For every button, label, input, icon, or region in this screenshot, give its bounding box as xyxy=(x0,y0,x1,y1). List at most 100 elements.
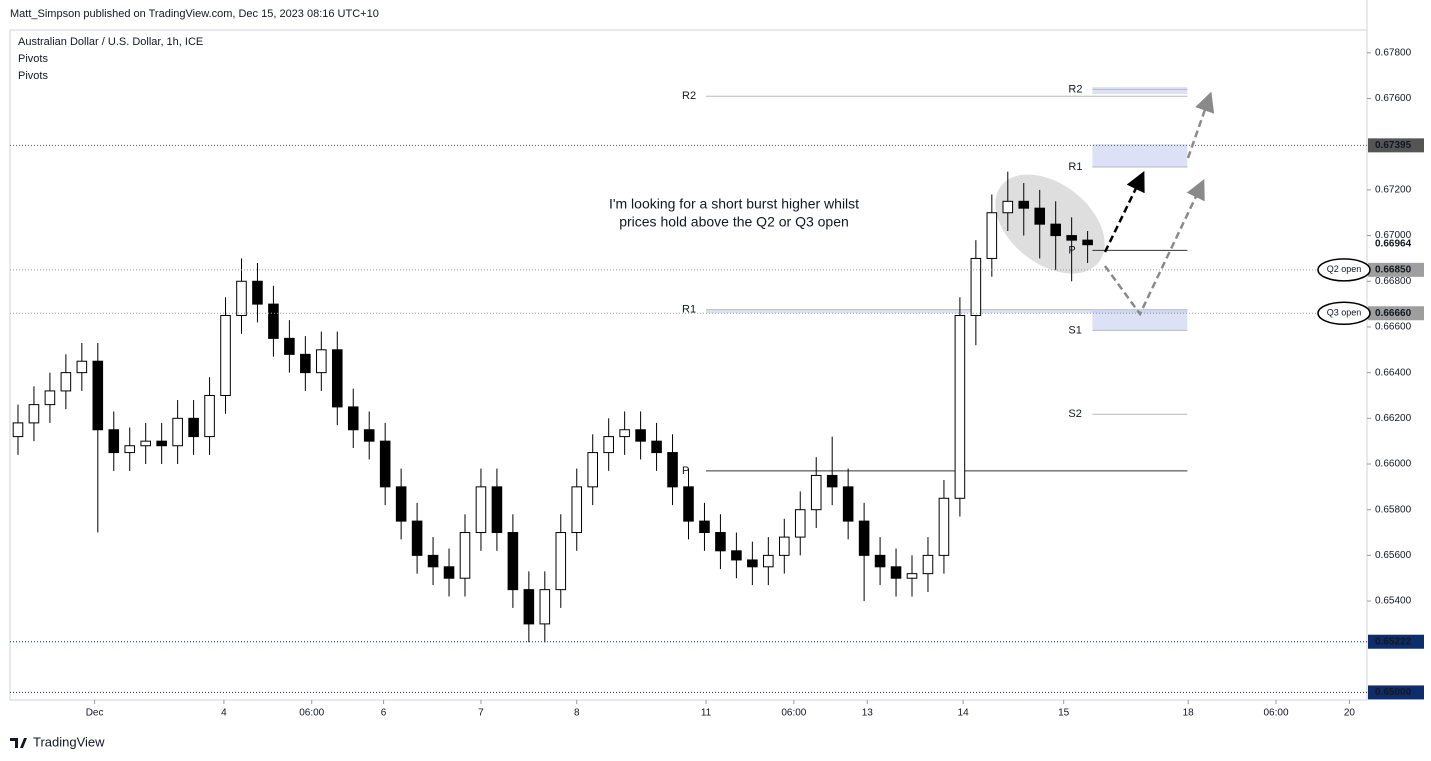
candle-body xyxy=(331,349,343,408)
candle-body xyxy=(587,452,599,488)
x-tick-label: 8 xyxy=(574,708,580,719)
candle-body xyxy=(188,417,199,438)
candle-body xyxy=(731,550,742,561)
pivot-zone xyxy=(1092,309,1188,331)
arrow xyxy=(1103,178,1205,317)
candle-body xyxy=(172,417,183,447)
candle-body xyxy=(268,303,279,339)
candle-body xyxy=(28,404,40,424)
candle-body xyxy=(427,554,439,568)
pivot-label: P xyxy=(682,465,689,477)
candle-body xyxy=(347,406,359,431)
x-tick-label: 13 xyxy=(862,708,874,719)
x-tick-label: 6 xyxy=(381,708,387,719)
candle-body xyxy=(12,422,24,438)
candle-body xyxy=(794,509,806,538)
candle-body xyxy=(220,315,231,396)
candle-body xyxy=(204,394,215,438)
candle-body xyxy=(475,486,487,534)
candle-body xyxy=(1002,200,1014,214)
price-badge xyxy=(1368,685,1424,700)
price-badge-label: 0.66850 xyxy=(1375,264,1412,275)
y-tick-label: 0.67200 xyxy=(1375,185,1412,196)
candle-body xyxy=(826,474,838,488)
annotation: I'm looking for a short burst higher whi… xyxy=(609,196,859,212)
candle-body xyxy=(1018,200,1030,209)
candle-body xyxy=(284,337,295,355)
y-tick-label: 0.67000 xyxy=(1375,230,1412,241)
price-badge-label: 0.67395 xyxy=(1375,140,1412,151)
x-tick-label: 06:00 xyxy=(781,708,806,719)
x-tick-label: 06:00 xyxy=(1263,708,1288,719)
candle-body xyxy=(1050,223,1061,237)
arrow xyxy=(1103,171,1145,253)
candle-body xyxy=(715,532,726,552)
candle-body xyxy=(986,212,998,259)
price-badge-label: 0.66964 xyxy=(1375,238,1412,249)
candle-body xyxy=(874,554,886,568)
y-tick-label: 0.65400 xyxy=(1375,596,1412,607)
pivot-zone xyxy=(1092,87,1188,94)
candle-body xyxy=(1034,207,1046,225)
y-tick-label: 0.65600 xyxy=(1375,550,1412,561)
candle-body xyxy=(922,554,934,575)
candle-body xyxy=(507,532,519,591)
candle-body xyxy=(619,429,630,438)
tag-label: Q3 open xyxy=(1327,308,1362,318)
x-tick-label: 18 xyxy=(1183,708,1195,719)
candle-body xyxy=(683,486,694,522)
candle-body xyxy=(459,532,471,579)
candle-body xyxy=(954,315,966,499)
x-tick-label: 4 xyxy=(221,708,227,719)
x-tick-label: 14 xyxy=(958,708,970,719)
candle-body xyxy=(124,445,136,454)
candle-body xyxy=(858,520,870,556)
y-tick-label: 0.65800 xyxy=(1375,504,1412,515)
candle-body xyxy=(539,589,551,625)
candle-body xyxy=(523,589,535,625)
x-tick-label: 15 xyxy=(1058,708,1070,719)
tag-ellipse xyxy=(1317,258,1371,282)
highlight-ellipse xyxy=(995,174,1105,274)
candle-body xyxy=(747,559,758,568)
x-tick-label: 06:00 xyxy=(299,708,324,719)
y-tick-label: 0.67800 xyxy=(1375,47,1412,58)
candle-body xyxy=(60,372,72,392)
candle-body xyxy=(603,436,614,454)
candle-body xyxy=(970,257,982,317)
price-badge xyxy=(1368,262,1424,277)
y-tick-label: 0.66200 xyxy=(1375,413,1412,424)
candle-body xyxy=(842,486,854,522)
price-badge xyxy=(1368,138,1424,153)
candle-body xyxy=(76,360,88,374)
arrow xyxy=(1186,91,1215,159)
marks: 0.67800 0.67600 0.67200 0.67000 0.66800 0.666… xyxy=(10,47,1412,719)
brand-logo xyxy=(10,738,27,748)
tag-label: Q2 open xyxy=(1327,264,1362,274)
pivot-zone xyxy=(1092,144,1188,168)
candle-body xyxy=(379,440,391,488)
candle-body xyxy=(44,390,56,406)
tag-ellipse xyxy=(1317,301,1371,325)
candle-body xyxy=(667,452,678,488)
candle-body xyxy=(252,280,263,305)
publisher: Matt_Simpson published on TradingView.co… xyxy=(10,8,379,20)
candle-body xyxy=(906,573,918,579)
candle-body xyxy=(938,497,950,556)
annotation: prices hold above the Q2 or Q3 open xyxy=(619,214,849,230)
candle-body xyxy=(236,280,247,317)
candle-body xyxy=(571,486,583,534)
candle-body xyxy=(635,429,646,442)
candle-body xyxy=(763,554,774,568)
candle-body xyxy=(411,520,423,556)
pivot-label: S1 xyxy=(1068,324,1081,336)
y-tick-label: 0.66800 xyxy=(1375,276,1412,287)
price-badge-label: 0.65222 xyxy=(1375,636,1412,647)
candle-body xyxy=(810,474,822,511)
candle-body xyxy=(108,429,120,454)
candle-body xyxy=(395,486,407,522)
pivot-label: R2 xyxy=(682,90,696,102)
pivot-label: R1 xyxy=(682,303,696,315)
candle-body xyxy=(92,360,104,431)
